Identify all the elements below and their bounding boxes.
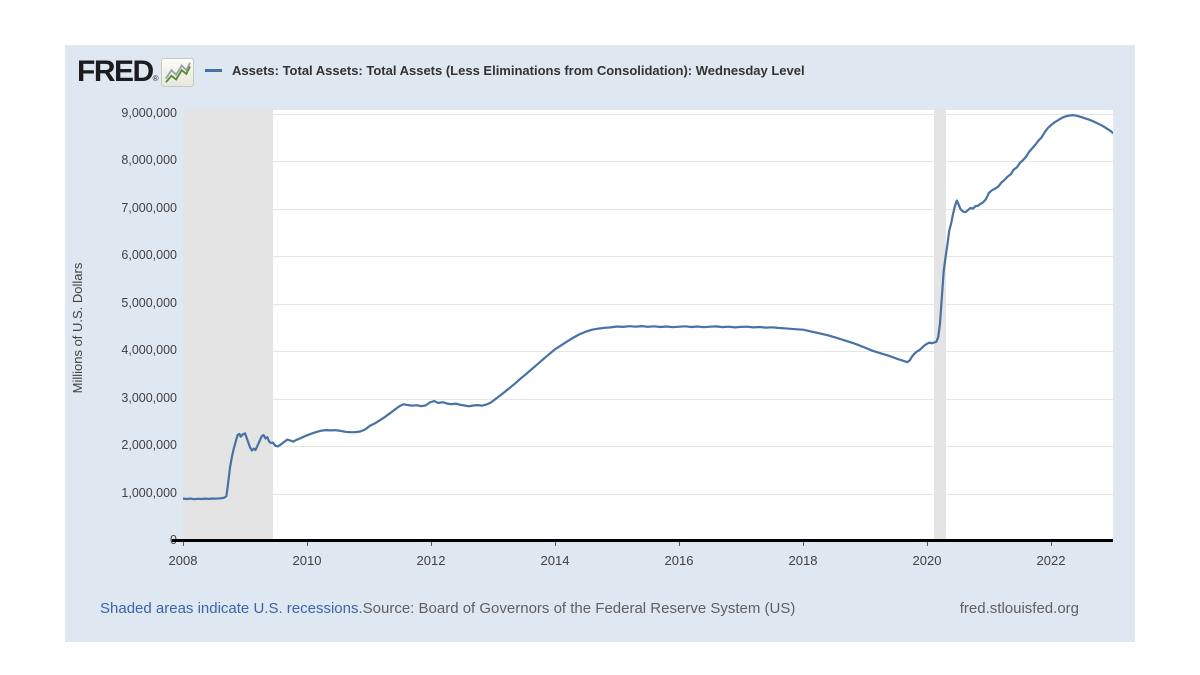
legend-line-swatch bbox=[205, 69, 222, 72]
series-line bbox=[183, 114, 1113, 501]
x-tick-label: 2020 bbox=[912, 553, 942, 568]
gridline bbox=[183, 446, 1113, 447]
x-tick-label: 2008 bbox=[168, 553, 198, 568]
gridline bbox=[183, 161, 1113, 162]
fred-chart-card: FRED® Assets: Total Assets: Total Assets… bbox=[65, 45, 1135, 642]
legend-series-label: Assets: Total Assets: Total Assets (Less… bbox=[232, 63, 805, 78]
gridline bbox=[183, 208, 1113, 210]
x-tick-label: 2016 bbox=[664, 553, 694, 568]
registered-mark-icon: ® bbox=[152, 74, 159, 83]
recession-band bbox=[183, 110, 273, 541]
recession-note-link[interactable]: Shaded areas indicate U.S. recessions. bbox=[100, 600, 363, 617]
plot-area[interactable] bbox=[183, 110, 1113, 541]
fred-site-link[interactable]: fred.stlouisfed.org bbox=[959, 600, 1079, 617]
footer-notes: Shaded areas indicate U.S. recessions.So… bbox=[100, 600, 795, 617]
fred-logo-text: FRED bbox=[77, 55, 154, 88]
x-tick-label: 2014 bbox=[540, 553, 570, 568]
gridline bbox=[183, 256, 1113, 257]
x-tick-mark bbox=[431, 542, 432, 546]
legend: Assets: Total Assets: Total Assets (Less… bbox=[205, 63, 805, 78]
y-tick-label: 4,000,000 bbox=[121, 343, 177, 357]
y-tick-label: 9,000,000 bbox=[121, 105, 177, 120]
gridline bbox=[183, 303, 1113, 305]
fred-logo-sparkline-icon bbox=[161, 58, 194, 87]
x-tick-label: 2012 bbox=[416, 553, 446, 568]
gridline bbox=[183, 493, 1113, 495]
y-tick-label: 7,000,000 bbox=[121, 200, 177, 215]
x-tick-label: 2022 bbox=[1036, 553, 1066, 568]
y-tick-label: 1,000,000 bbox=[121, 485, 177, 500]
y-tick-label: 3,000,000 bbox=[121, 390, 177, 405]
x-axis-line bbox=[172, 539, 1113, 542]
gridline bbox=[183, 113, 1113, 115]
y-tick-label: 0 bbox=[65, 533, 177, 547]
y-tick-label: 2,000,000 bbox=[121, 438, 177, 452]
x-tick-mark bbox=[1051, 542, 1052, 546]
fred-logo[interactable]: FRED® bbox=[77, 55, 194, 91]
y-tick-label: 6,000,000 bbox=[121, 248, 177, 262]
gridline bbox=[183, 351, 1113, 352]
gridline bbox=[183, 398, 1113, 400]
y-tick-label: 8,000,000 bbox=[121, 153, 177, 167]
y-axis-title: Millions of U.S. Dollars bbox=[70, 262, 85, 394]
x-tick-label: 2010 bbox=[292, 553, 322, 568]
source-text: Source: Board of Governors of the Federa… bbox=[362, 600, 796, 617]
x-tick-mark bbox=[927, 542, 928, 546]
x-tick-label: 2018 bbox=[788, 553, 818, 568]
chart-footer: Shaded areas indicate U.S. recessions.So… bbox=[65, 600, 1135, 620]
x-tick-mark bbox=[555, 542, 556, 546]
x-tick-mark bbox=[183, 542, 184, 546]
x-tick-mark bbox=[679, 542, 680, 546]
y-tick-label: 5,000,000 bbox=[121, 295, 177, 310]
x-tick-mark bbox=[307, 542, 308, 546]
x-tick-mark bbox=[803, 542, 804, 546]
